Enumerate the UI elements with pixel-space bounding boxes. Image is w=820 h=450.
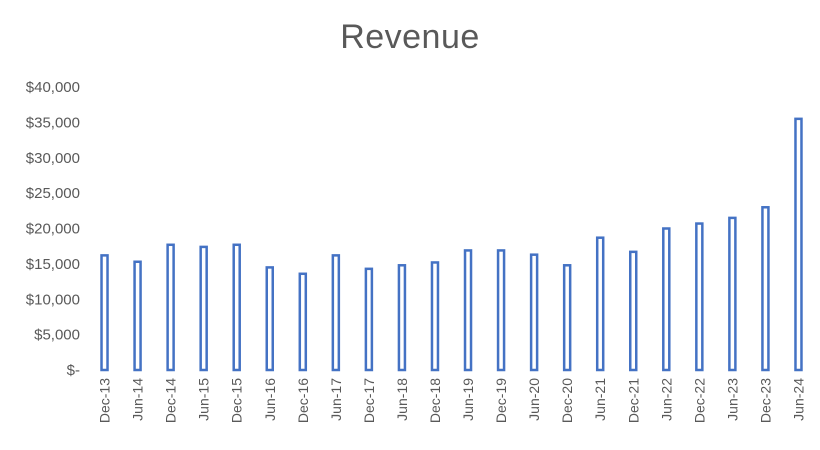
x-tick-label: Jun-21 — [592, 378, 608, 421]
bar — [364, 267, 374, 372]
bar — [496, 249, 506, 372]
chart-title: Revenue — [340, 18, 480, 56]
x-tick-label: Dec-22 — [691, 378, 707, 423]
bar — [728, 216, 737, 372]
x-tick-label: Dec-23 — [757, 378, 773, 423]
x-tick-label: Dec-19 — [493, 378, 509, 423]
bar — [166, 243, 175, 372]
x-tick-label: Dec-13 — [97, 378, 113, 423]
bar — [331, 254, 341, 372]
bar — [761, 206, 770, 372]
x-tick-label: Jun-20 — [526, 378, 542, 421]
x-tick-label: Jun-19 — [460, 378, 476, 421]
bar — [100, 254, 109, 372]
y-tick-label: $5,000 — [34, 327, 80, 344]
x-tick-label: Jun-14 — [130, 378, 146, 421]
x-tick-label: Dec-20 — [559, 378, 575, 423]
bar — [265, 266, 274, 372]
bar — [562, 264, 572, 372]
x-tick-label: Jun-16 — [262, 378, 278, 421]
x-tick-label: Dec-17 — [361, 378, 377, 423]
x-tick-label: Jun-18 — [394, 378, 410, 421]
y-tick-label: $25,000 — [26, 185, 80, 202]
y-tick-label: $15,000 — [26, 256, 80, 273]
x-tick-label: Dec-21 — [625, 378, 641, 423]
y-tick-label: $40,000 — [26, 79, 80, 96]
bar — [595, 236, 605, 372]
bar — [529, 253, 539, 372]
bar — [199, 245, 208, 372]
y-tick-label: $- — [67, 362, 80, 379]
bar — [662, 227, 671, 372]
x-tick-label: Jun-24 — [790, 378, 806, 421]
bar — [794, 117, 803, 372]
y-tick-label: $30,000 — [26, 150, 80, 167]
x-tick-label: Jun-15 — [196, 378, 212, 421]
x-tick-label: Jun-23 — [724, 378, 740, 421]
y-tick-label: $20,000 — [26, 221, 80, 238]
bar — [298, 272, 308, 372]
x-tick-label: Jun-17 — [328, 378, 344, 421]
bar — [430, 261, 440, 372]
bar — [695, 222, 704, 372]
y-tick-label: $10,000 — [26, 291, 80, 308]
bar — [629, 250, 638, 372]
bar — [232, 243, 241, 372]
y-tick-label: $35,000 — [26, 114, 80, 131]
x-tick-label: Dec-18 — [427, 378, 443, 423]
bar — [463, 249, 473, 372]
bar — [133, 260, 142, 372]
x-tick-label: Dec-15 — [229, 378, 245, 423]
bar — [397, 264, 407, 372]
x-tick-label: Dec-14 — [163, 378, 179, 423]
x-tick-label: Jun-22 — [658, 378, 674, 421]
x-tick-label: Dec-16 — [295, 378, 311, 423]
